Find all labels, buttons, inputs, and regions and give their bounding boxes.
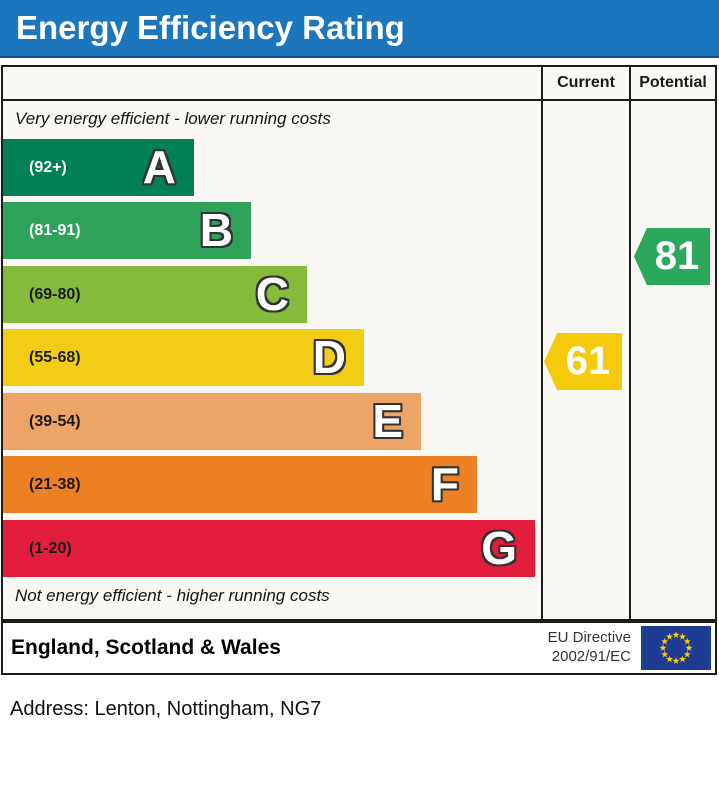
band-letter: A bbox=[142, 140, 176, 193]
energy-efficiency-chart: Current Potential Very energy efficient … bbox=[1, 65, 717, 621]
band-c: (69-80) C bbox=[3, 266, 307, 323]
band-range: (21-38) bbox=[29, 475, 81, 493]
header-underline bbox=[3, 99, 715, 101]
band-range: (39-54) bbox=[29, 412, 81, 430]
band-e: (39-54) E bbox=[3, 393, 421, 450]
current-arrow: 61 bbox=[544, 333, 622, 390]
band-letter: G bbox=[481, 521, 517, 574]
eu-flag-icon bbox=[641, 626, 711, 670]
band-range: (81-91) bbox=[29, 221, 81, 239]
band-range: (1-20) bbox=[29, 539, 72, 557]
band-g: (1-20) G bbox=[3, 520, 535, 577]
current-value: 61 bbox=[565, 339, 611, 383]
eu-directive-line1: EU Directive bbox=[547, 629, 631, 647]
current-column-divider bbox=[541, 67, 543, 619]
band-d: (55-68) D bbox=[3, 329, 364, 386]
title-bar: Energy Efficiency Rating bbox=[0, 0, 719, 58]
band-letter: E bbox=[372, 394, 403, 447]
column-header-potential: Potential bbox=[639, 74, 707, 91]
eu-directive-line2: 2002/91/EC bbox=[551, 648, 631, 665]
band-letter: D bbox=[312, 330, 346, 383]
potential-column-divider bbox=[629, 67, 631, 619]
band-range: (69-80) bbox=[29, 285, 81, 303]
footer-bar: England, Scotland & Wales EU Directive 2… bbox=[1, 621, 717, 675]
band-a: (92+) A bbox=[3, 139, 194, 196]
band-letter: B bbox=[199, 203, 233, 256]
band-f: (21-38) F bbox=[3, 456, 477, 513]
page-title: Energy Efficiency Rating bbox=[16, 9, 405, 46]
band-letter: F bbox=[430, 457, 459, 510]
address-line: Address: Lenton, Nottingham, NG7 bbox=[10, 698, 322, 720]
band-range: (92+) bbox=[29, 158, 67, 176]
band-range: (55-68) bbox=[29, 348, 81, 366]
potential-value: 81 bbox=[654, 234, 700, 278]
band-letter: C bbox=[255, 267, 289, 320]
region-label: England, Scotland & Wales bbox=[11, 636, 281, 659]
top-note: Very energy efficient - lower running co… bbox=[15, 109, 331, 128]
bottom-note: Not energy efficient - higher running co… bbox=[15, 586, 330, 605]
column-header-current: Current bbox=[557, 74, 615, 91]
band-b: (81-91) B bbox=[3, 202, 251, 259]
potential-arrow: 81 bbox=[634, 228, 710, 285]
eu-directive-text: EU Directive 2002/91/EC bbox=[548, 629, 631, 667]
